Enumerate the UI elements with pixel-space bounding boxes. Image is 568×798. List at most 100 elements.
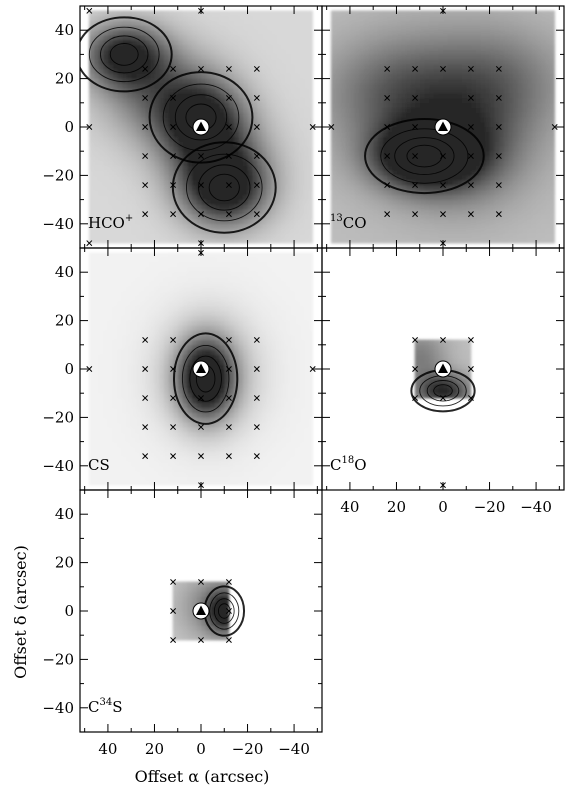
grid-marker-hco-29 — [142, 211, 149, 218]
source-marker-c34s — [192, 602, 210, 620]
grid-marker-c34s-4 — [225, 608, 232, 614]
grid-marker-cs-17 — [142, 424, 149, 431]
grid-marker-hco-33 — [253, 211, 260, 218]
y-tick-label-cs-1: 20 — [55, 312, 74, 330]
grid-marker-cs-26 — [253, 453, 260, 460]
panel-c34s-ticks — [80, 489, 322, 733]
grid-marker-13co-19 — [440, 153, 446, 159]
contour-hco-2-3 — [171, 141, 277, 234]
x-tick-label-c34s-3: −20 — [232, 740, 264, 758]
molecule-label-hco: HCO+ — [88, 213, 133, 232]
grid-marker-cs-19 — [198, 424, 204, 431]
grid-marker-c18o-0 — [412, 337, 419, 343]
grid-marker-13co-9 — [384, 95, 391, 101]
contour-c34s-0-0 — [218, 603, 231, 619]
molecule-label-c18o: C18O — [330, 455, 367, 474]
grid-marker-c34s-5 — [170, 637, 177, 643]
grid-marker-13co-4 — [384, 65, 391, 72]
contour-13co-0-2 — [380, 128, 469, 184]
y-tick-label-cs-2: 0 — [64, 360, 74, 378]
molecule-label-cs: CS — [88, 456, 110, 474]
grid-marker-hco-16 — [170, 124, 177, 130]
panel-c18o: 40 20 0 −20 −40 C18O — [321, 247, 565, 516]
y-tick-label-c34s-1: 20 — [55, 554, 74, 572]
grid-marker-c18o-4 — [467, 366, 474, 372]
x-tick-label-c34s-1: 20 — [145, 740, 164, 758]
grid-marker-cs-15 — [225, 395, 232, 401]
grid-marker-hco-15 — [142, 124, 149, 130]
grid-marker-13co-22 — [384, 182, 391, 189]
grid-marker-13co-5 — [412, 65, 419, 72]
contour-hco-0-3 — [80, 16, 173, 93]
contour-13co-0-3 — [364, 118, 485, 195]
panel-hco-ticks — [80, 5, 322, 249]
contour-hco-2-2 — [186, 153, 263, 222]
grid-marker-hco-24 — [142, 182, 149, 189]
grid-marker-hco-28 — [253, 182, 260, 189]
grid-marker-c18o-3 — [412, 366, 419, 372]
grid-marker-c18o-6 — [440, 395, 446, 401]
panel-13co-map — [328, 7, 558, 247]
grid-marker-hco-9 — [225, 65, 232, 72]
grid-marker-13co-31 — [495, 211, 502, 218]
x-tick-label-c18o-1: 20 — [387, 498, 406, 516]
grid-marker-hco-27 — [225, 182, 232, 189]
grid-marker-13co-6 — [440, 65, 446, 72]
grid-marker-13co-16 — [495, 124, 502, 130]
grid-marker-hco-26 — [198, 182, 204, 189]
panel-hco-map — [80, 7, 316, 247]
grid-marker-c34s-0 — [170, 579, 177, 585]
molecule-label-c34s: C34S — [88, 697, 123, 716]
grid-marker-13co-30 — [467, 211, 474, 218]
x-tick-label-c18o-3: −20 — [474, 498, 506, 516]
grid-marker-13co-20 — [467, 153, 474, 159]
panel-hco: 40 20 0 −20 −40 HCO+ — [42, 5, 323, 249]
grid-marker-c18o-7 — [467, 395, 474, 401]
grid-marker-13co-11 — [467, 95, 474, 101]
grid-marker-13co-23 — [412, 182, 419, 189]
y-axis-title: Offset δ (arcsec) — [11, 545, 30, 679]
grid-marker-c18o-2 — [467, 337, 474, 343]
grid-marker-cs-8 — [142, 366, 149, 372]
x-axis-title: Offset α (arcsec) — [135, 767, 270, 786]
grid-marker-hco-17 — [225, 124, 232, 130]
grid-marker-hco-30 — [170, 211, 177, 218]
grid-marker-13co-17 — [384, 153, 391, 159]
grid-marker-hco-2 — [86, 124, 93, 130]
y-tick-label-cs-4: −40 — [42, 457, 74, 475]
contour-cs-0-2 — [181, 344, 230, 413]
grid-marker-cs-1 — [86, 366, 93, 372]
grid-marker-cs-13 — [170, 395, 177, 401]
grid-marker-c34s-6 — [198, 637, 204, 643]
y-tick-label-cs-0: 40 — [55, 263, 74, 281]
grid-marker-hco-10 — [253, 65, 260, 72]
y-tick-label-cs-3: −20 — [42, 408, 74, 426]
grid-marker-13co-8 — [495, 65, 502, 72]
grid-marker-cs-24 — [198, 453, 204, 460]
y-tick-label-c34s-3: −20 — [42, 650, 74, 668]
y-tick-label-hco-0: 40 — [55, 21, 74, 39]
grid-marker-13co-14 — [412, 124, 419, 130]
grid-marker-cs-5 — [170, 337, 177, 343]
grid-marker-cs-4 — [142, 337, 149, 343]
contour-c34s-0-1 — [213, 598, 235, 624]
x-tick-label-c34s-4: −40 — [278, 740, 310, 758]
panel-c34s-map — [170, 579, 246, 643]
grid-marker-13co-27 — [384, 211, 391, 218]
contour-hco-0-1 — [100, 35, 149, 74]
x-tick-label-c34s-0: 40 — [98, 740, 117, 758]
grid-marker-cs-12 — [142, 395, 149, 401]
grid-marker-13co-1 — [328, 124, 335, 130]
grid-marker-c34s-3 — [170, 608, 177, 614]
grid-marker-cs-10 — [225, 366, 232, 372]
contour-cs-0-1 — [189, 355, 222, 402]
grid-marker-hco-22 — [225, 153, 232, 159]
grid-marker-cs-20 — [225, 424, 232, 431]
grid-marker-hco-7 — [170, 65, 177, 72]
y-tick-label-c34s-4: −40 — [42, 699, 74, 717]
grid-marker-hco-0 — [86, 7, 93, 14]
contour-13co-0-0 — [406, 144, 443, 168]
grid-marker-13co-18 — [412, 153, 419, 159]
x-tick-label-c34s-2: 0 — [196, 740, 206, 758]
panel-c18o-map — [410, 337, 476, 489]
